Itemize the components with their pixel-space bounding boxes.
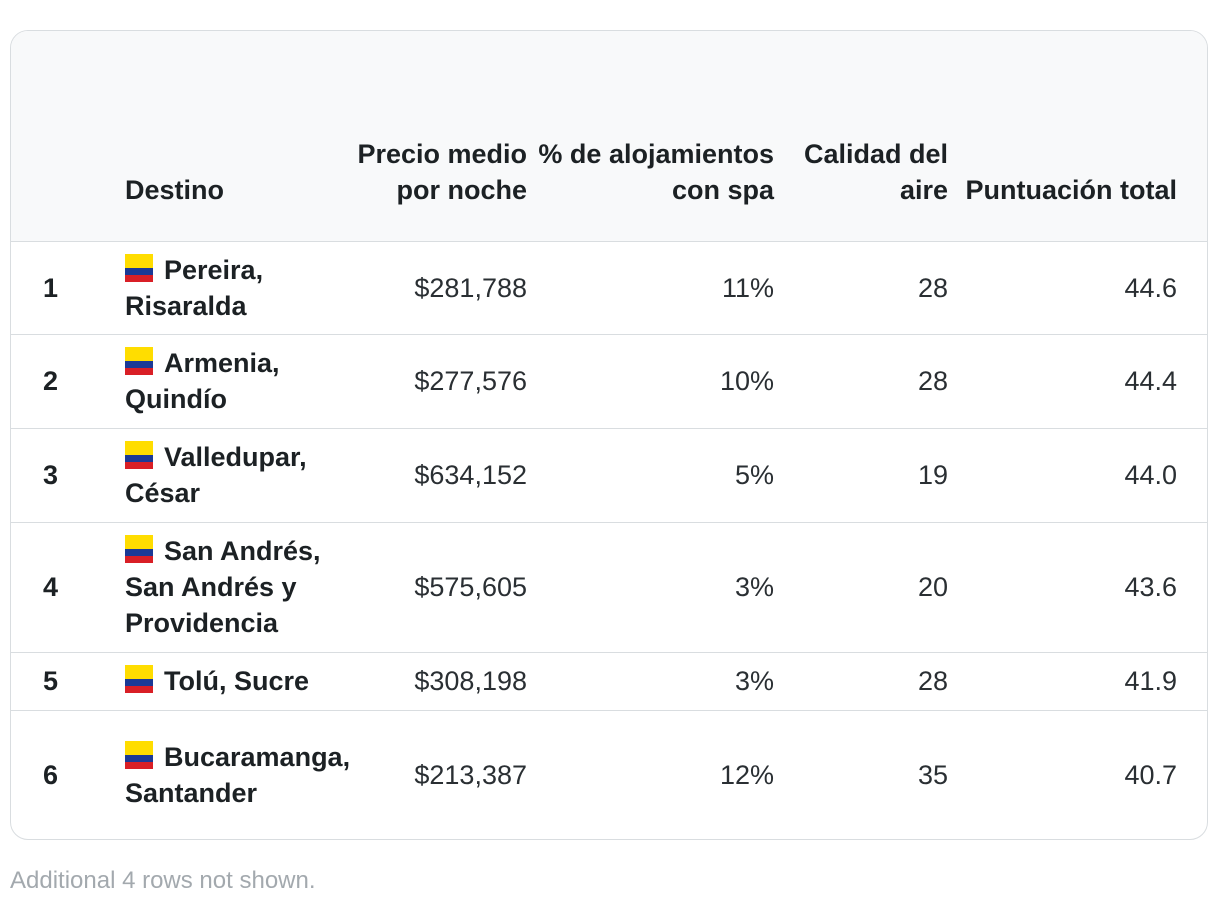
destination-cell: San Andrés, San Andrés y Providencia bbox=[125, 521, 351, 652]
header-destination[interactable]: Destino bbox=[125, 31, 351, 242]
rank-cell: 6 bbox=[11, 709, 125, 839]
table-row: 1 Pereira, Risaralda $281,788 11% 28 44.… bbox=[11, 241, 1207, 334]
total-score-cell: 44.0 bbox=[948, 427, 1207, 522]
header-row: Destino Precio medio por noche % de aloj… bbox=[11, 31, 1207, 242]
spa-cell: 10% bbox=[527, 333, 774, 428]
table-row: 6 Bucaramanga, Santander $213,387 12% 35… bbox=[11, 709, 1207, 839]
air-quality-cell: 19 bbox=[774, 427, 948, 522]
total-score-cell: 44.4 bbox=[948, 333, 1207, 428]
spa-cell: 3% bbox=[527, 651, 774, 710]
destination-label: Tolú, Sucre bbox=[164, 666, 310, 696]
table-row: 4 San Andrés, San Andrés y Providencia $… bbox=[11, 521, 1207, 652]
colombia-flag-icon bbox=[125, 347, 153, 375]
price-cell: $213,387 bbox=[351, 709, 527, 839]
destination-cell: Armenia, Quindío bbox=[125, 333, 351, 428]
spa-cell: 5% bbox=[527, 427, 774, 522]
destination-label: Armenia, Quindío bbox=[125, 348, 280, 414]
price-cell: $281,788 bbox=[414, 272, 527, 303]
table-header: Destino Precio medio por noche % de aloj… bbox=[11, 31, 1207, 242]
destination-cell: Valledupar, César bbox=[125, 427, 351, 522]
colombia-flag-icon bbox=[125, 535, 153, 563]
destination-label: San Andrés, San Andrés y Providencia bbox=[125, 536, 321, 638]
colombia-flag-icon bbox=[125, 441, 153, 469]
total-score-cell: 40.7 bbox=[948, 709, 1207, 839]
air-quality-cell: 20 bbox=[774, 521, 948, 652]
price-cell: $308,198 bbox=[351, 651, 527, 710]
colombia-flag-icon bbox=[125, 253, 153, 282]
price-cell: $277,576 bbox=[351, 333, 527, 428]
header-spa[interactable]: % de alojamientos con spa bbox=[527, 31, 774, 242]
rows-hidden-note: Additional 4 rows not shown. bbox=[10, 867, 316, 894]
rank-cell: 4 bbox=[11, 521, 125, 652]
air-quality-cell: 28 bbox=[774, 333, 948, 428]
rankings-table-card: Destino Precio medio por noche % de aloj… bbox=[10, 30, 1208, 840]
destination-cell: Tolú, Sucre bbox=[125, 651, 351, 710]
table-row: 2 Armenia, Quindío $277,576 10% 28 44.4 bbox=[11, 333, 1207, 428]
destination-label: Pereira, Risaralda bbox=[125, 254, 264, 321]
air-quality-cell: 35 bbox=[774, 709, 948, 839]
rankings-table: Destino Precio medio por noche % de aloj… bbox=[11, 31, 1207, 839]
table-body: 1 Pereira, Risaralda $281,788 11% 28 44.… bbox=[11, 241, 1207, 839]
destination-cell: Pereira, Risaralda bbox=[125, 241, 351, 334]
total-score-cell: 43.6 bbox=[948, 521, 1207, 652]
colombia-flag-icon bbox=[125, 665, 153, 693]
destination-cell: Bucaramanga, Santander bbox=[125, 709, 351, 839]
header-air-quality[interactable]: Calidad del aire bbox=[774, 31, 948, 242]
spa-cell: 3% bbox=[527, 521, 774, 652]
rank-cell: 3 bbox=[11, 427, 125, 522]
destination-label: Valledupar, César bbox=[125, 442, 307, 508]
destination-label: Bucaramanga, Santander bbox=[125, 741, 351, 808]
header-price[interactable]: Precio medio por noche bbox=[351, 31, 527, 242]
rank-cell: 5 bbox=[11, 651, 125, 710]
spa-cell: 11% bbox=[721, 272, 774, 303]
air-quality-cell: 28 bbox=[774, 651, 948, 710]
colombia-flag-icon bbox=[125, 740, 153, 769]
spa-cell: 12% bbox=[527, 709, 774, 839]
price-cell: $634,152 bbox=[351, 427, 527, 522]
header-total-score[interactable]: Puntuación total bbox=[948, 31, 1207, 242]
total-score-cell: 41.9 bbox=[948, 651, 1207, 710]
rank-cell: 2 bbox=[11, 333, 125, 428]
header-rank bbox=[11, 31, 125, 242]
price-cell: $575,605 bbox=[351, 521, 527, 652]
table-row: 3 Valledupar, César $634,152 5% 19 44.0 bbox=[11, 427, 1207, 522]
air-quality-cell: 28 bbox=[917, 272, 948, 303]
rank-cell: 1 bbox=[43, 272, 59, 303]
table-row: 5 Tolú, Sucre $308,198 3% 28 41.9 bbox=[11, 651, 1207, 710]
total-score-cell: 44.6 bbox=[1124, 272, 1177, 303]
